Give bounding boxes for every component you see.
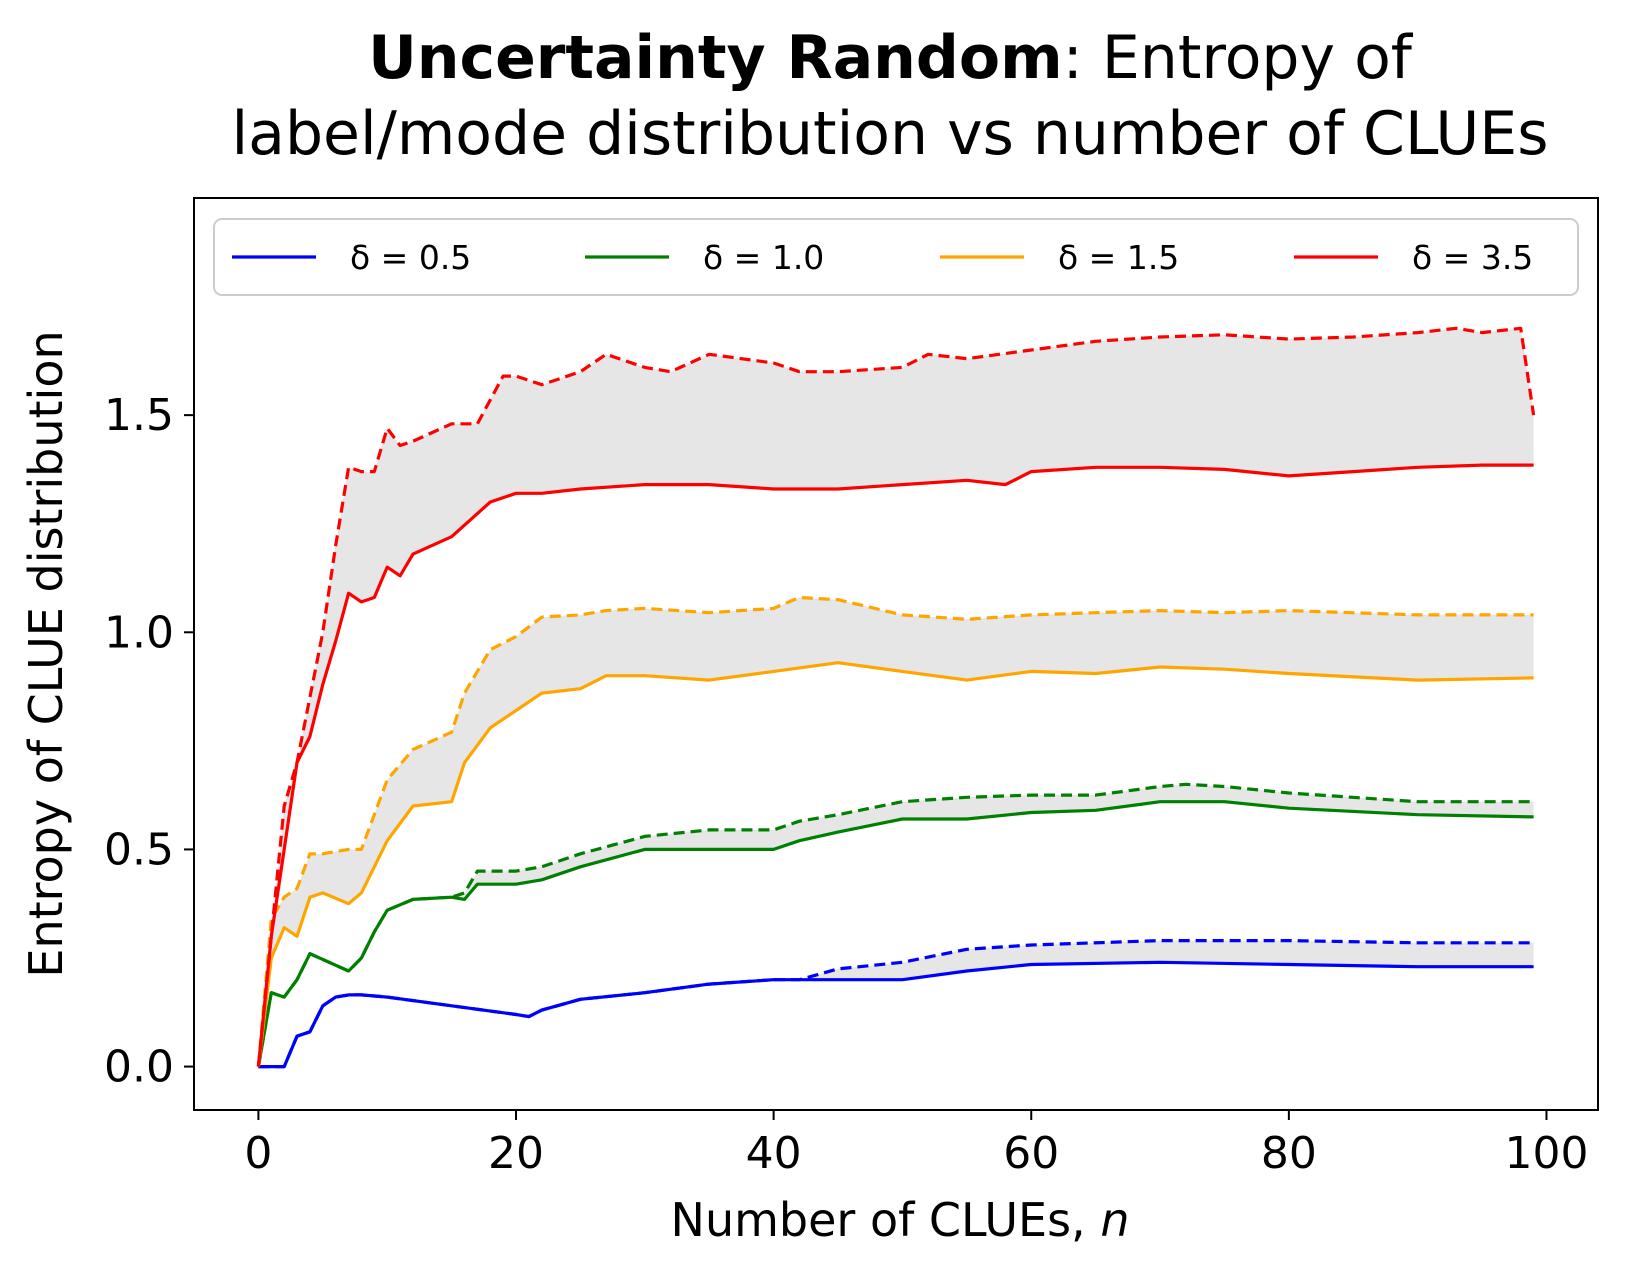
legend-label-series-1: δ = 1.0 <box>703 238 824 277</box>
legend-label-series-2: δ = 1.5 <box>1058 238 1179 277</box>
chart-title-line1: Uncertainty Random: Entropy of <box>368 23 1414 93</box>
legend-label-series-0: δ = 0.5 <box>350 238 471 277</box>
plot-frame <box>193 197 1599 1111</box>
x-tick-label: 0 <box>244 1128 272 1179</box>
uncertainty-bands <box>258 328 1534 1067</box>
y-axis-label: Entropy of CLUE distribution <box>19 330 73 977</box>
y-tick-label: 0.5 <box>104 824 174 875</box>
chart-title-rest: : Entropy of <box>1063 23 1414 93</box>
x-axis-label-var: n <box>1100 1193 1129 1247</box>
band-series-0 <box>258 940 1534 1067</box>
band-series-3 <box>258 328 1534 1067</box>
x-axis-label-text: Number of CLUEs, <box>671 1193 1086 1247</box>
series-line-3 <box>256 463 1534 1067</box>
upper-dashed-line-series-2 <box>256 595 1534 1067</box>
band-series-2 <box>258 597 1534 1067</box>
legend-label-series-3: δ = 3.5 <box>1412 238 1533 277</box>
x-tick-label: 20 <box>488 1128 544 1179</box>
y-tick-label: 1.5 <box>104 390 174 441</box>
x-tick-label: 100 <box>1504 1128 1588 1179</box>
legend-box <box>213 218 1579 296</box>
x-tick-label: 80 <box>1261 1128 1317 1179</box>
band-series-1 <box>258 784 1534 1067</box>
series-line-2 <box>256 661 1534 1067</box>
series-line-1 <box>256 800 1534 1067</box>
upper-dashed-line-series-1 <box>256 782 1534 1067</box>
chart-title-bold: Uncertainty Random <box>368 23 1063 93</box>
y-tick-label: 1.0 <box>104 607 174 658</box>
legend: δ = 0.5 δ = 1.0 δ = 1.5 δ = 3.5 <box>213 218 1579 296</box>
chart-title-line2: label/mode distribution vs number of CLU… <box>232 99 1549 169</box>
y-axis-ticks: 0.0 0.5 1.0 1.5 <box>104 390 194 1093</box>
upper-dashed-line-series-3 <box>256 326 1536 1067</box>
y-tick-label: 0.0 <box>104 1042 174 1093</box>
series-line-0 <box>258 960 1534 1069</box>
x-tick-label: 60 <box>1003 1128 1059 1179</box>
x-axis-ticks: 0 20 40 60 80 100 <box>244 1110 1588 1179</box>
x-axis-label: Number of CLUEs, n <box>671 1193 1130 1247</box>
series-lines <box>256 326 1536 1069</box>
x-tick-label: 40 <box>746 1128 802 1179</box>
